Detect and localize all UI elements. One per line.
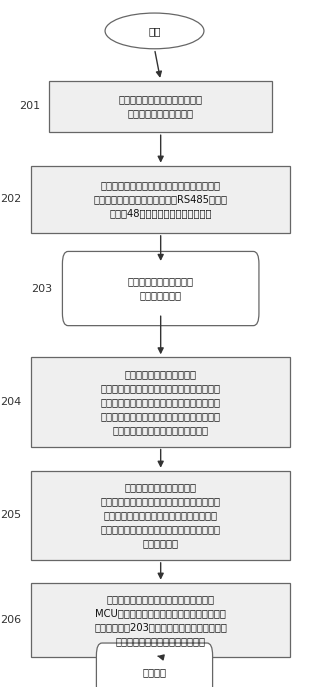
Text: 205: 205 (1, 510, 22, 520)
Text: 第二步电能表脉冲误差精调
计量芯片粗调修正参数，再次测量计量芯片的
脉冲时间间隔，再与理论脉冲时间间隔的误
差，计算出精调修正参数。把精调修正参数写
入计量芯片: 第二步电能表脉冲误差精调 计量芯片粗调修正参数，再次测量计量芯片的 脉冲时间间隔… (101, 482, 221, 548)
Text: 第一步电能表脉冲误差粗调
根据通信的功率数据和脉冲常数，计算出理论
脉冲时间间隔，同时测量计量芯片的脉冲时间
间隔，根据两者的误差可以计算出粗调修正参
数。把粗: 第一步电能表脉冲误差粗调 根据通信的功率数据和脉冲常数，计算出理论 脉冲时间间隔… (101, 369, 221, 435)
Text: 201: 201 (19, 102, 40, 111)
Text: 202: 202 (0, 194, 22, 204)
FancyBboxPatch shape (62, 251, 259, 326)
Text: 206: 206 (1, 615, 22, 624)
FancyBboxPatch shape (96, 643, 213, 687)
Text: 204: 204 (0, 397, 22, 407)
FancyBboxPatch shape (49, 81, 272, 132)
Ellipse shape (105, 13, 204, 49)
Text: 开始: 开始 (148, 26, 161, 36)
Text: 电能表就是通信校表命令
开始自校准进程: 电能表就是通信校表命令 开始自校准进程 (128, 277, 194, 300)
FancyBboxPatch shape (31, 471, 290, 560)
FancyBboxPatch shape (31, 166, 290, 233)
FancyBboxPatch shape (31, 357, 290, 447)
Text: 计算机启动校表台功率源，输出
预定的电流、电压和功率: 计算机启动校表台功率源，输出 预定的电流、电压和功率 (119, 95, 203, 118)
FancyBboxPatch shape (31, 583, 290, 657)
Text: 203: 203 (32, 284, 53, 293)
Text: 等待功率源稳定输出后，计算机读取标准表的
电流、电压和功率实测值，通过RS485总线向
校准台48块电能表发送广播校表命令: 等待功率源稳定输出后，计算机读取标准表的 电流、电压和功率实测值，通过RS485… (94, 180, 228, 218)
Text: 结束校表: 结束校表 (142, 667, 167, 677)
Text: 第三步电能表校表电流、电压、功率系数
MCU读取计量芯片电流、电压、功率的寄存器
值，并根据从203步骤下发的电能参数计算，得
到电流、电压、功率的修正系数。: 第三步电能表校表电流、电压、功率系数 MCU读取计量芯片电流、电压、功率的寄存器… (94, 594, 227, 646)
